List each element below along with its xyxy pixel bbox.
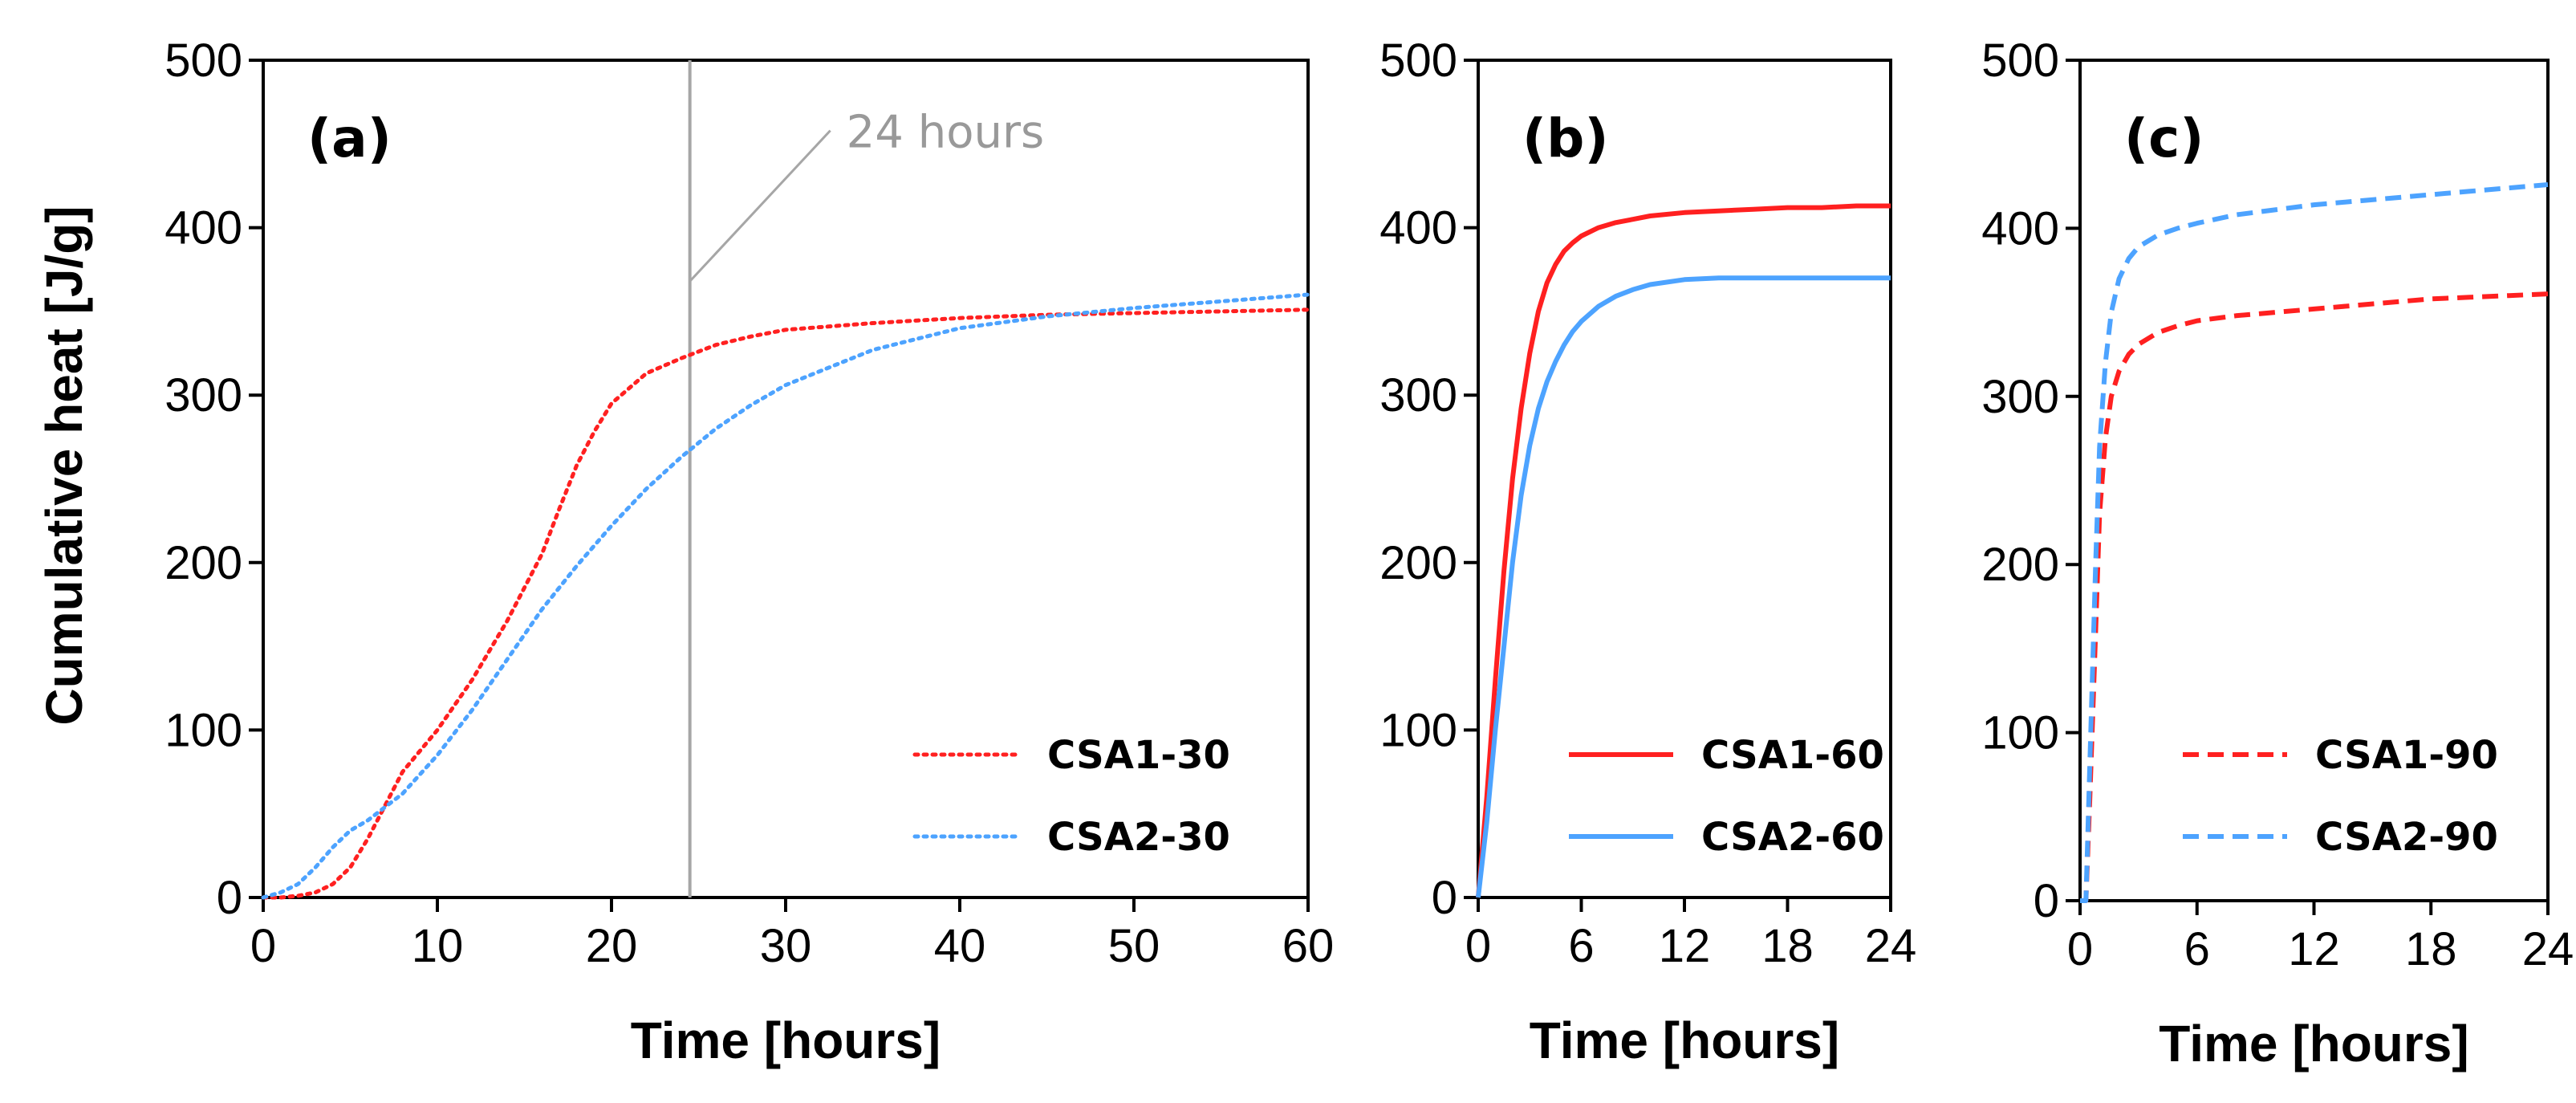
panel-a-xtick-label: 0 (250, 920, 276, 972)
panel-c-ytick-label: 300 (1981, 371, 2059, 423)
panel-a-ytick-label: 300 (165, 369, 242, 421)
legend-label-csa1-30: CSA1-30 (1047, 733, 1230, 778)
series-csa2-30 (261, 292, 1310, 900)
panel-c-ytick-label: 200 (1981, 539, 2059, 591)
panel-c-xtick-label: 12 (2288, 923, 2340, 975)
panel-c-x-axis-title: Time [hours] (2159, 1015, 2468, 1072)
panel-a-xtick-label: 60 (1282, 920, 1335, 972)
panel-b-ytick-label: 500 (1379, 35, 1457, 87)
panel-b-label: (b) (1522, 108, 1609, 169)
panel-b-ytick-label: 200 (1379, 537, 1457, 589)
panel-c-label: (c) (2124, 108, 2204, 169)
panel-c-xtick-label: 6 (2184, 923, 2210, 975)
panel-a-xtick-label: 30 (760, 920, 812, 972)
panel-b-ytick-label: 100 (1379, 704, 1457, 756)
panel-b-xtick-label: 12 (1659, 920, 1711, 972)
panel-a-ytick-label: 0 (217, 872, 242, 924)
panel-a-ytick-label: 200 (165, 537, 242, 589)
panel-b-xtick-label: 18 (1761, 920, 1814, 972)
panel-a-xtick-label: 40 (934, 920, 986, 972)
panel-b-xtick-label: 0 (1465, 920, 1491, 972)
series-csa2-90 (2080, 182, 2549, 903)
panel-c-ytick-label: 400 (1981, 202, 2059, 254)
panel-a-xtick-label: 10 (412, 920, 464, 972)
panel-a-x-axis-title: Time [hours] (631, 1011, 941, 1069)
panel-a: 0 100 200 300 400 500 0 10 20 30 40 50 60 Time [hours… (165, 35, 1334, 1069)
series-csa1-90 (2080, 291, 2549, 903)
legend-label-csa2-60: CSA2-60 (1701, 815, 1884, 860)
panel-b-xtick-label: 24 (1865, 920, 1917, 972)
series-csa1-60 (1476, 203, 1891, 898)
legend-label-csa1-60: CSA1-60 (1701, 733, 1884, 778)
y-axis-title: Cumulative heat [J/g] (35, 206, 93, 725)
panel-a-xtick-label: 20 (586, 920, 638, 972)
panel-c-ytick-label: 0 (2034, 875, 2059, 927)
panel-c-ytick-label: 100 (1981, 707, 2059, 759)
series-csa2-60 (1476, 275, 1891, 898)
panel-a-ytick-label: 500 (165, 35, 242, 87)
panel-a-annotation-text: 24 hours (847, 106, 1045, 158)
panel-b-ytick-label: 400 (1379, 202, 1457, 254)
panel-b-x-axis-title: Time [hours] (1530, 1011, 1839, 1069)
panel-a-xtick-label: 50 (1108, 920, 1160, 972)
series-csa1-30 (261, 307, 1310, 900)
panel-b: 0 100 200 300 400 500 0 6 12 18 24 Time [hours] (b) C… (1379, 35, 1916, 1069)
legend-label-csa2-30: CSA2-30 (1047, 815, 1230, 860)
panel-a-ytick-label: 400 (165, 202, 242, 254)
panel-a-ytick-label: 100 (165, 704, 242, 756)
legend-label-csa2-90: CSA2-90 (2315, 815, 2498, 860)
panel-c: 0 100 200 300 400 500 0 6 12 18 24 Time [hours] (c) C… (1981, 35, 2574, 1072)
panel-a-annotation-leader (689, 129, 831, 283)
panel-c-xtick-label: 24 (2522, 923, 2574, 975)
panel-c-ytick-label: 500 (1981, 35, 2059, 87)
panel-b-xtick-label: 6 (1568, 920, 1594, 972)
panel-c-xtick-label: 18 (2405, 923, 2457, 975)
panel-a-label: (a) (307, 108, 392, 169)
panel-c-xtick-label: 0 (2067, 923, 2093, 975)
panel-b-ytick-label: 0 (1432, 872, 1457, 924)
panel-b-ytick-label: 300 (1379, 369, 1457, 421)
legend-label-csa1-90: CSA1-90 (2315, 733, 2498, 778)
